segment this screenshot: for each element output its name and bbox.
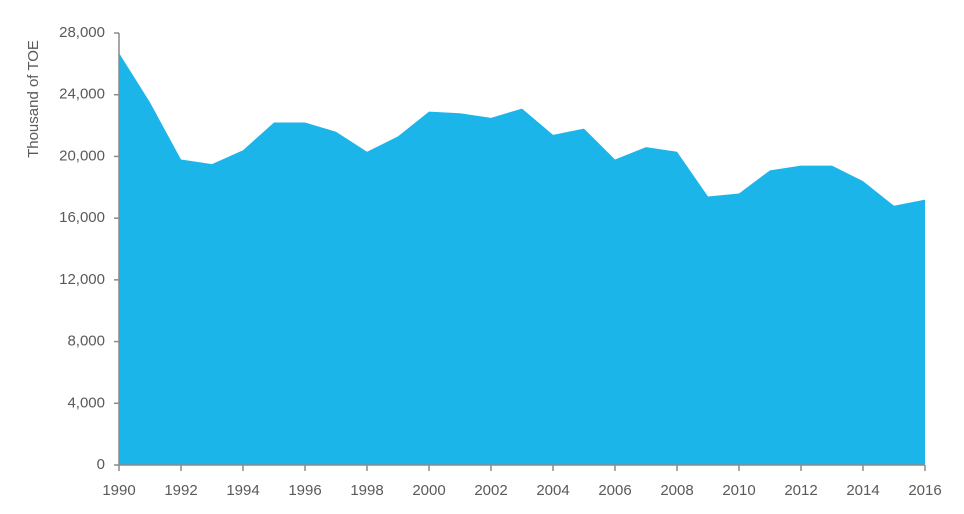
y-tick-label: 28,000: [59, 24, 105, 41]
x-tick-label: 2008: [660, 482, 693, 499]
y-axis-title: Thousand of TOE: [25, 40, 42, 158]
y-tick-label: 20,000: [59, 147, 105, 164]
x-tick-label: 2002: [474, 482, 507, 499]
y-tick-label: 24,000: [59, 86, 105, 103]
y-tick-label: 12,000: [59, 271, 105, 288]
x-tick-label: 2006: [598, 482, 631, 499]
x-tick-label: 1994: [226, 482, 259, 499]
x-tick-label: 1990: [102, 482, 135, 499]
x-tick-label: 2014: [846, 482, 879, 499]
x-tick-label: 2016: [908, 482, 941, 499]
x-tick-label: 2012: [784, 482, 817, 499]
x-tick-label: 1992: [164, 482, 197, 499]
x-tick-label: 1998: [350, 482, 383, 499]
x-tick-label: 1996: [288, 482, 321, 499]
y-tick-label: 4,000: [67, 394, 105, 411]
area: [119, 53, 925, 466]
x-tick-label: 2004: [536, 482, 569, 499]
y-tick-label: 8,000: [67, 333, 105, 350]
y-tick-label: 0: [97, 456, 105, 473]
x-tick-label: 2000: [412, 482, 445, 499]
x-tick-label: 2010: [722, 482, 755, 499]
y-tick-label: 16,000: [59, 209, 105, 226]
